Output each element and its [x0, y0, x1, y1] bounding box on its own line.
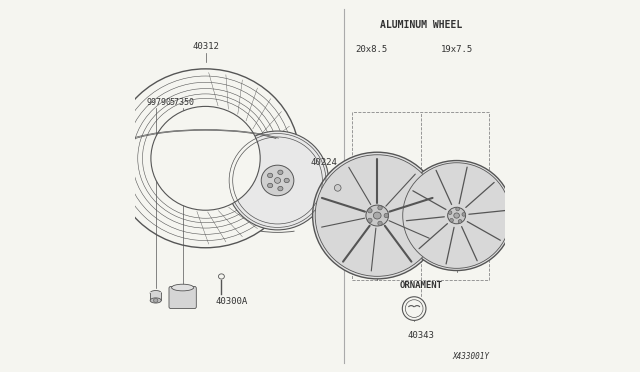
- Ellipse shape: [368, 218, 372, 222]
- Ellipse shape: [261, 165, 294, 196]
- Ellipse shape: [366, 205, 388, 226]
- Ellipse shape: [151, 106, 260, 210]
- Text: 19x7.5: 19x7.5: [440, 45, 473, 54]
- Text: X433001Y: X433001Y: [453, 352, 490, 361]
- Ellipse shape: [172, 284, 194, 291]
- Text: 40343: 40343: [408, 331, 434, 340]
- Text: ORNAMENT: ORNAMENT: [399, 281, 442, 290]
- Ellipse shape: [316, 155, 439, 276]
- Text: 40224: 40224: [311, 157, 338, 167]
- Ellipse shape: [373, 212, 381, 219]
- Text: ALUMINUM WHEEL: ALUMINUM WHEEL: [380, 20, 462, 31]
- Text: 40300M: 40300M: [356, 222, 388, 231]
- Ellipse shape: [268, 183, 273, 188]
- FancyBboxPatch shape: [169, 286, 196, 309]
- Ellipse shape: [334, 185, 341, 191]
- Ellipse shape: [447, 207, 465, 224]
- Ellipse shape: [458, 219, 462, 223]
- Ellipse shape: [150, 298, 161, 303]
- Text: 40300MA: 40300MA: [438, 222, 476, 231]
- Ellipse shape: [378, 205, 382, 210]
- Ellipse shape: [454, 213, 460, 218]
- Ellipse shape: [150, 291, 161, 296]
- Ellipse shape: [456, 207, 460, 211]
- Text: 57350: 57350: [170, 97, 195, 107]
- Ellipse shape: [275, 177, 280, 183]
- Ellipse shape: [401, 161, 513, 270]
- Ellipse shape: [448, 211, 452, 215]
- Ellipse shape: [378, 221, 382, 225]
- Ellipse shape: [368, 208, 372, 213]
- Text: 99790: 99790: [147, 97, 172, 107]
- Ellipse shape: [278, 170, 283, 174]
- Text: 40312: 40312: [193, 42, 220, 51]
- Ellipse shape: [154, 299, 158, 302]
- Circle shape: [403, 297, 426, 320]
- Ellipse shape: [384, 213, 388, 218]
- Bar: [150, 292, 161, 301]
- Text: 40300A: 40300A: [216, 297, 248, 306]
- Ellipse shape: [284, 178, 289, 183]
- Ellipse shape: [450, 218, 453, 222]
- Text: 20x8.5: 20x8.5: [356, 45, 388, 54]
- Ellipse shape: [227, 131, 328, 230]
- Ellipse shape: [268, 173, 273, 178]
- Ellipse shape: [312, 152, 442, 279]
- Ellipse shape: [278, 186, 283, 191]
- Ellipse shape: [403, 163, 511, 268]
- Ellipse shape: [462, 212, 466, 216]
